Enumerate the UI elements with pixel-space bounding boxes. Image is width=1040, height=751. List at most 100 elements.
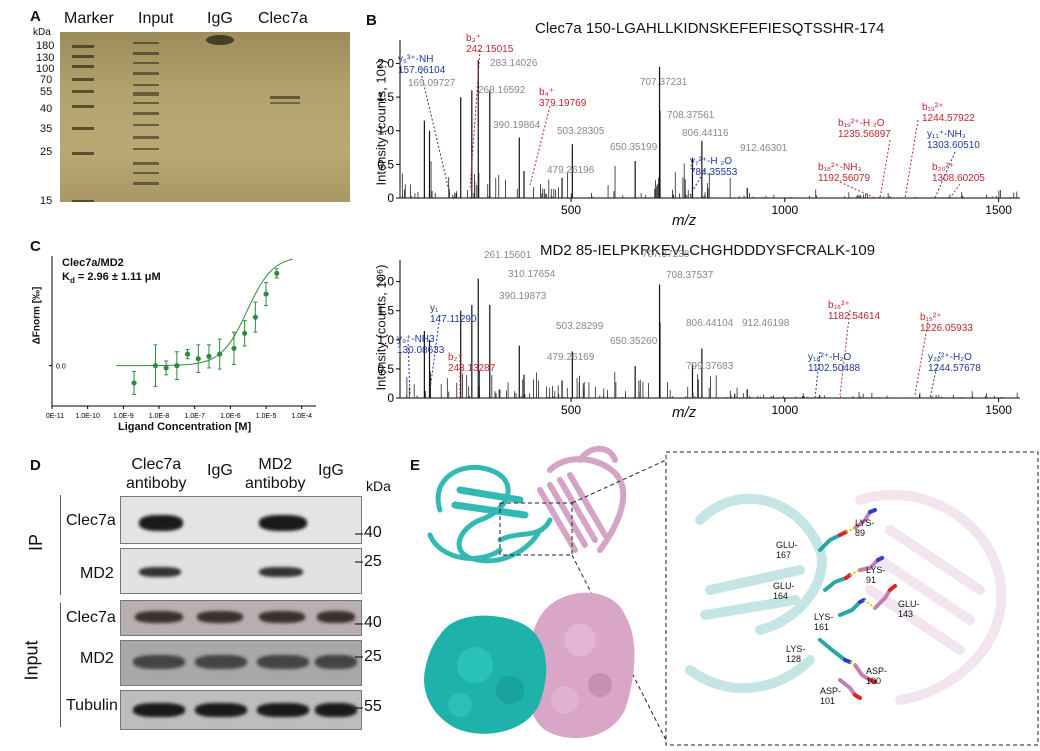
x-tick-label: 1.0E-10 [75,413,100,420]
silver-stain-gel [60,32,350,214]
ann2-gray-2: 310.17654 [508,269,556,280]
leader-line [689,169,706,196]
band [135,611,183,623]
marker-70: 70 [40,74,53,86]
leader-line [839,181,876,199]
mst-binding-plot: 1.0E-11 1.0E-10 1.0E-9 1.0E-8 1.0E-7 1.0E-6 1.… [46,256,316,420]
x-tick-label: 1.0E-7 [184,413,205,420]
x-tick-label: 1000 [771,203,798,217]
protein-structure [424,445,1039,746]
blot-ip-clec7a [120,496,362,544]
leader-line [934,151,956,199]
marker-35: 35 [40,123,53,135]
ann-blue-2: y₇²⁺-H ₂O 784.35553 [690,156,738,178]
panel-a-label: A [30,8,41,25]
kda-label: kDa [366,478,391,494]
residue-glu-164: GLU-164 [773,581,795,601]
mst-xlabel: Ligand Concentration [M] [118,421,252,433]
ann-red-4: b₁₉²⁺ 1244.57922 [922,102,975,124]
band [259,515,307,531]
mst-ylabel: ΔFnorm [‰] [31,286,43,345]
ann2-gray-6: 650.35260 [610,336,658,347]
mw-55-input: 55 [364,698,382,715]
ann2-gray-4: 503.28299 [556,321,604,332]
leader-line [407,339,411,396]
x-tick-label: 1.0E-9 [113,413,134,420]
y-tick-label: 1.0 [377,333,394,347]
ip-bracket [60,495,61,595]
marker-180: 180 [36,40,55,52]
leader-line [469,49,481,191]
ann-red-5: b₁₈²⁺-NH₃ 1192.56079 [818,162,871,184]
x-tick-label: 500 [561,203,581,217]
lane-label-marker: Marker [64,10,114,27]
leader-line [904,119,919,199]
band [195,703,247,717]
y-tick-label: 1.5 [377,304,394,318]
mw-40-input: 40 [364,614,382,631]
surface-md2 [527,592,635,739]
x-tick-label: 1.0E-8 [149,413,170,420]
ann-gray-1: 169.09727 [408,78,456,89]
residue-lys-89: LYS-89 [855,518,875,538]
y-tick-label: 1.0 [377,124,394,138]
marker-25: 25 [40,146,53,158]
data-point [242,330,248,336]
input-bracket [60,603,61,727]
y-tick-label: 0 [387,391,394,405]
band [139,567,181,577]
ann-gray-4: 390.19864 [493,120,541,131]
residue-glu-167: GLU-167 [776,540,798,560]
residue-lys-128: LYS-128 [786,644,806,664]
ann2-gray-5: 479.26169 [547,352,595,363]
leader-line [419,67,451,196]
leader-line [949,183,961,199]
band [259,567,303,577]
x-tick-label: 1.0E-11 [46,413,64,420]
residue-asp-101: ASP-101 [820,686,842,706]
mw-40-ip: 40 [364,524,382,541]
blot-input-md2 [120,640,362,686]
ann2-gray-8: 708.37537 [666,270,714,281]
ann-gray-3: 268.16592 [478,85,526,96]
y-tick-label: 0.5 [377,157,394,171]
band [133,655,185,669]
x-tick-label: 1.0E-4 [291,413,312,420]
ribbon-clec7a [427,464,553,564]
mst-legend: Clec7a/MD2 Kd = 2.96 ± 1.11 μM [62,256,161,288]
x-tick-label: 1.0E-6 [220,413,241,420]
row-label-ip-md2: MD2 [80,565,114,582]
panel-e-label: E [410,457,421,474]
row-label-ip-clec7a: Clec7a [66,512,116,529]
blot-ip-md2 [120,548,362,594]
data-point [174,363,180,369]
x-tick-label: 1.0E-5 [256,413,277,420]
band [315,655,357,669]
ann2-gray-3: 390.19873 [499,291,547,302]
fit-curve [116,258,293,367]
hbonds [845,527,876,666]
ann2-red-2: b₁₈²⁺ 1182.54614 [828,300,881,322]
x-tick-label: 1500 [985,403,1012,417]
ann-gray-8: 707.37231 [640,77,688,88]
ann-red-1: b₃⁺ 242.15015 [466,33,514,55]
data-point [184,351,191,357]
data-point [274,270,280,276]
data-point [252,314,258,320]
y-tick-label: 2.0 [377,275,394,289]
band [315,703,357,717]
ann2-blue-2: y₉⁺-NH3 130.08633 [397,334,445,356]
residue-glu-143: GLU-143 [898,599,920,619]
data-point [152,363,159,369]
ann-gray-6: 650.35199 [610,142,658,153]
spectrum-1-plot: 0 0.5 1.0 1.5 2.0 500 1000 1500 [377,40,1020,217]
ann-blue-1: y₆³⁺-NH 157.06104 [398,54,446,76]
marker-15: 15 [40,195,53,207]
mw-25-input: 25 [364,648,382,665]
y-tick-label: 0 [387,191,394,205]
zoom-background [685,489,1007,705]
input-label: Input [21,640,42,681]
ann2-blue-1: y₁ 147.11290 [430,303,477,325]
panel-c-label: C [30,238,41,255]
spectrum-2-xlabel: m/z [672,404,697,421]
